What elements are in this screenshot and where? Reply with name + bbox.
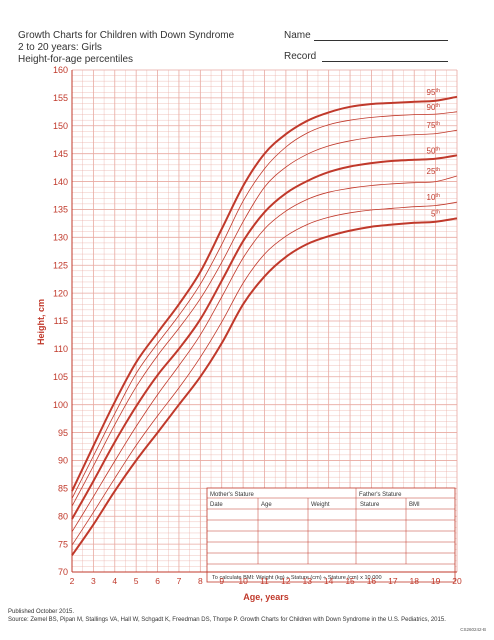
- x-tick-label: 6: [155, 576, 160, 586]
- y-tick-label: 150: [53, 121, 68, 131]
- column-date: Date: [210, 502, 223, 508]
- y-tick-label: 145: [53, 149, 68, 159]
- record-table-rows: [207, 488, 455, 573]
- x-tick-label: 14: [324, 576, 334, 586]
- y-axis-label: Height, cm: [36, 299, 46, 345]
- column-age: Age: [261, 502, 272, 508]
- percentile-curve-95: [71, 95, 458, 492]
- column-bmi: BMI: [409, 502, 420, 508]
- column-stature: Stature: [360, 502, 380, 508]
- x-tick-label: 17: [388, 576, 398, 586]
- x-tick-label: 10: [238, 576, 248, 586]
- percentile-label-90: 90th: [427, 103, 441, 112]
- y-tick-label: 115: [54, 316, 68, 326]
- x-tick-label: 15: [345, 576, 355, 586]
- x-tick-label: 3: [91, 576, 96, 586]
- document-code: CS260242-B: [460, 627, 486, 632]
- y-tick-label: 100: [53, 400, 68, 410]
- x-tick-label: 19: [431, 576, 441, 586]
- x-tick-label: 9: [219, 576, 224, 586]
- percentile-label-95: 95th: [427, 88, 441, 97]
- x-tick-label: 18: [409, 576, 419, 586]
- percentile-label-75: 75th: [427, 121, 441, 130]
- y-tick-label: 95: [58, 428, 68, 438]
- y-tick-label: 120: [53, 288, 68, 298]
- published-note: Published October 2015.: [8, 609, 75, 615]
- fathers-stature-label: Father's Stature: [359, 492, 402, 498]
- x-tick-label: 2: [70, 576, 75, 586]
- x-tick-label: 4: [112, 576, 117, 586]
- column-weight: Weight: [311, 502, 330, 508]
- record-label: Record: [284, 51, 317, 62]
- percentile-label-50: 50th: [427, 146, 441, 155]
- mothers-stature-label: Mother's Stature: [210, 492, 254, 498]
- x-tick-label: 7: [177, 576, 182, 586]
- percentile-curve-50: [71, 154, 458, 520]
- chart-subtitle-percentiles: Height-for-age percentiles: [18, 54, 134, 65]
- percentile-curve-25: [71, 175, 458, 533]
- percentile-curve-10: [71, 201, 458, 546]
- y-tick-label: 155: [53, 93, 68, 103]
- x-tick-label: 5: [134, 576, 139, 586]
- x-tick-label: 13: [303, 576, 313, 586]
- y-tick-label: 105: [53, 372, 68, 382]
- percentile-curve-75: [71, 129, 458, 507]
- percentile-label-25: 25th: [427, 167, 441, 176]
- bmi-note: To calculate BMI: Weight (kg) ÷ Stature …: [212, 575, 382, 581]
- y-tick-label: 110: [54, 344, 68, 354]
- percentile-labels: 5th 10th 25th 50th 75th 90th 95th: [427, 88, 441, 219]
- record-table-frame: [206, 487, 456, 583]
- y-tick-label: 75: [58, 539, 68, 549]
- y-tick-label: 130: [53, 233, 68, 243]
- record-field[interactable]: [322, 61, 448, 62]
- percentile-label-5: 5th: [431, 209, 440, 218]
- name-label: Name: [284, 30, 311, 41]
- y-tick-label: 70: [58, 567, 68, 577]
- percentile-curve-90: [71, 111, 458, 499]
- record-table[interactable]: Mother's Stature Father's Stature Date A…: [206, 487, 456, 583]
- y-tick-label: 135: [53, 205, 68, 215]
- x-tick-label: 11: [260, 576, 269, 586]
- percentile-curve-5: [71, 217, 458, 556]
- percentile-label-10: 10th: [427, 193, 441, 202]
- axes: [71, 70, 457, 573]
- y-tick-label: 140: [53, 177, 68, 187]
- tick-labels: 7075808590951001051101151201251301351401…: [53, 65, 462, 586]
- y-tick-label: 90: [58, 456, 68, 466]
- y-tick-label: 85: [58, 484, 68, 494]
- chart-title: Growth Charts for Children with Down Syn…: [18, 30, 235, 41]
- x-tick-label: 16: [367, 576, 377, 586]
- chart-subtitle: 2 to 20 years: Girls: [18, 42, 102, 53]
- source-note: Source: Zemel BS, Pipan M, Stallings VA,…: [8, 617, 446, 623]
- x-tick-label: 20: [452, 576, 462, 586]
- percentile-curves: [71, 95, 458, 556]
- x-tick-label: 8: [198, 576, 203, 586]
- y-tick-label: 80: [58, 511, 68, 521]
- name-field[interactable]: [314, 40, 448, 41]
- y-tick-label: 160: [53, 65, 68, 75]
- x-axis-label: Age, years: [243, 592, 289, 602]
- x-tick-label: 12: [281, 576, 291, 586]
- y-tick-label: 125: [53, 260, 68, 270]
